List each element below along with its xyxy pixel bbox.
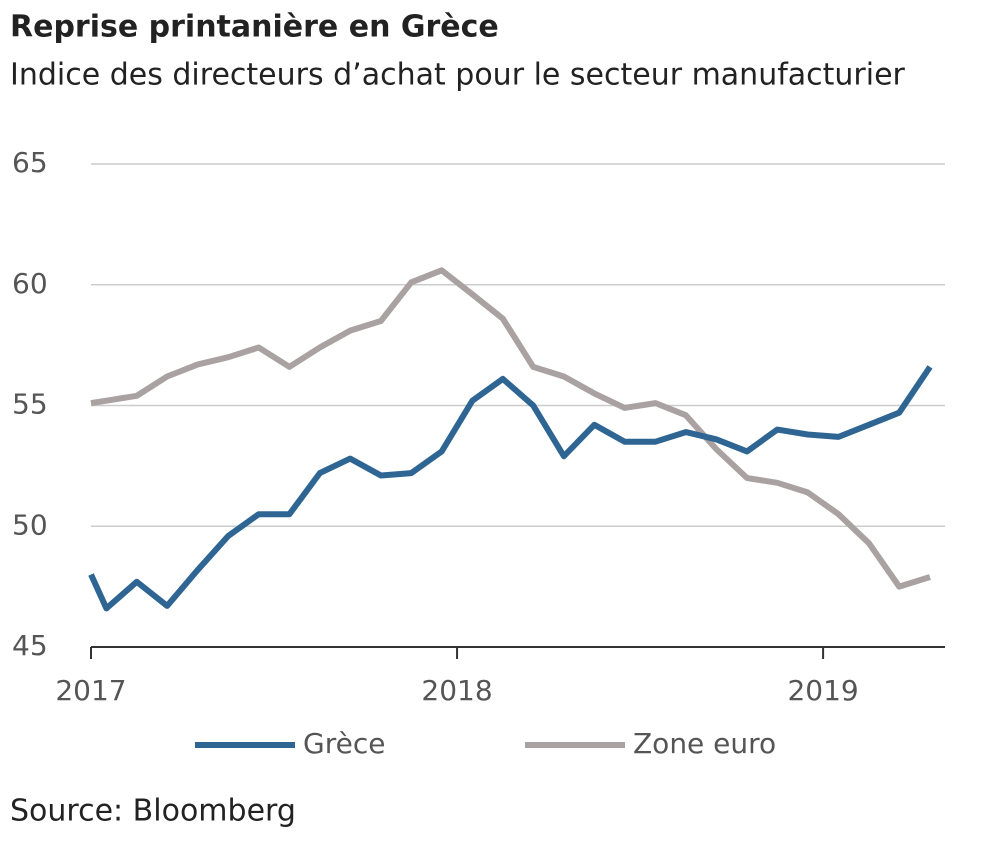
- x-tick-label: 2019: [787, 674, 858, 707]
- y-tick-label: 55: [12, 388, 48, 421]
- y-tick-label: 60: [12, 267, 48, 300]
- y-tick-label: 50: [12, 508, 48, 541]
- chart-subtitle: Indice des directeurs d’achat pour le se…: [10, 58, 906, 93]
- series-line: [90, 267, 931, 590]
- source: Source: Bloomberg: [10, 794, 296, 829]
- legend-label: Zone euro: [633, 727, 776, 760]
- series-line: [88, 365, 933, 612]
- x-tick-label: 2018: [421, 674, 492, 707]
- y-tick-label: 65: [12, 146, 48, 179]
- chart-title: Reprise printanière en Grèce: [10, 10, 499, 45]
- x-tick-label: 2017: [55, 674, 126, 707]
- y-tick-label: 45: [12, 629, 48, 662]
- legend-label: Grèce: [303, 727, 385, 760]
